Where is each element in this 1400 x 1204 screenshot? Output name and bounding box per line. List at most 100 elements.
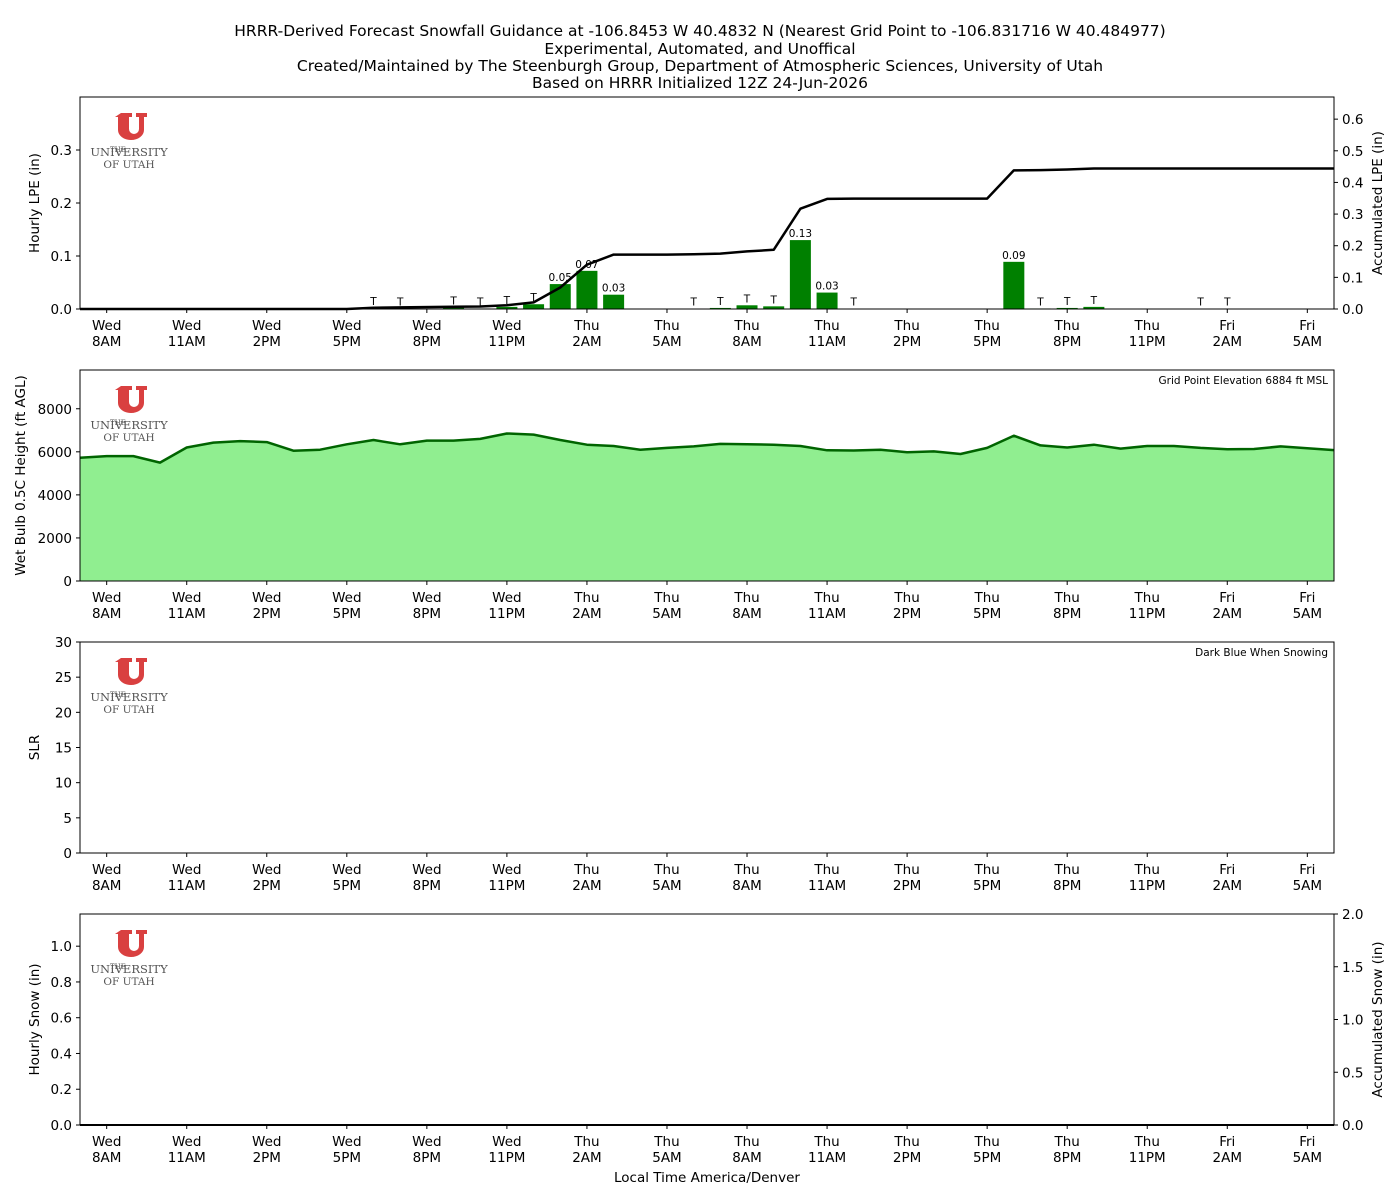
y-tick-label: 0.0: [51, 1118, 72, 1134]
x-tick-label-time: 11PM: [1129, 1150, 1166, 1166]
lpe-bar-label: T: [1063, 296, 1071, 308]
lpe-bar: [1083, 306, 1105, 309]
y-tick-label: 15: [55, 741, 72, 757]
x-tick-label-day: Wed: [492, 1134, 521, 1150]
x-tick-label-time: 8AM: [92, 606, 121, 622]
lpe-bar-label: T: [503, 295, 511, 307]
x-tick-label-time: 2AM: [1213, 1150, 1242, 1166]
y-axis-label: SLR: [27, 735, 43, 760]
logo-text-university: UNIVERSITY: [90, 962, 168, 976]
x-tick-label-day: Thu: [893, 318, 919, 334]
x-tick-label-day: Thu: [733, 1134, 759, 1150]
x-tick-label-time: 5AM: [1293, 878, 1322, 894]
lpe-bar: [736, 305, 758, 309]
x-tick-label-time: 11PM: [488, 1150, 525, 1166]
lpe-bar: [576, 270, 598, 309]
panel-frame: [79, 641, 1335, 854]
y-tick-label: 1.0: [51, 939, 72, 955]
x-tick-label-day: Wed: [172, 318, 201, 334]
wet-bulb-area: [80, 433, 1334, 581]
x-tick-label-day: Wed: [92, 862, 121, 878]
y-tick-label: 0.3: [51, 143, 72, 159]
lpe-bar-label: T: [369, 296, 377, 308]
lpe-bar-label: 0.03: [815, 281, 838, 293]
x-tick-label-time: 8AM: [732, 1150, 761, 1166]
y-tick-label: 2000: [38, 531, 72, 547]
y-tick-label: 5: [63, 811, 72, 827]
utah-u-mark: [115, 930, 147, 957]
x-tick-label-time: 11AM: [168, 1150, 206, 1166]
lpe-bar-label: T: [1090, 295, 1098, 307]
logo-text-university: UNIVERSITY: [90, 145, 168, 159]
x-tick-label-time: 5AM: [1293, 334, 1322, 350]
y-tick-label: 0.2: [51, 1082, 72, 1098]
x-tick-label-day: Thu: [813, 318, 839, 334]
x-tick-label-time: 5PM: [333, 606, 361, 622]
x-tick-label-day: Thu: [733, 318, 759, 334]
logo-text-of-utah: OF UTAH: [103, 432, 154, 444]
y2-tick-label: 0.0: [1342, 1118, 1363, 1134]
utah-u-mark: [115, 386, 147, 413]
x-tick-label-day: Thu: [973, 590, 999, 606]
x-tick-label-time: 11AM: [168, 606, 206, 622]
y2-tick-label: 0.3: [1342, 207, 1363, 223]
x-tick-label-day: Thu: [653, 318, 679, 334]
y2-tick-label: 0.5: [1342, 144, 1363, 160]
x-tick-label-day: Fri: [1299, 1134, 1315, 1150]
x-tick-label-time: 2AM: [572, 1150, 601, 1166]
lpe-bar-label: T: [743, 293, 751, 305]
x-tick-label-time: 2AM: [1213, 878, 1242, 894]
lpe-bar: [523, 304, 545, 309]
y-tick-label: 25: [55, 670, 72, 686]
y-tick-label: 0.4: [51, 1046, 72, 1062]
x-tick-label-day: Fri: [1299, 862, 1315, 878]
lpe-bar: [496, 306, 518, 309]
y-tick-label: 0: [63, 846, 72, 862]
x-tick-label-day: Wed: [412, 1134, 441, 1150]
x-tick-label-day: Thu: [1054, 318, 1080, 334]
x-tick-label-time: 2PM: [253, 878, 281, 894]
panel-frame: [79, 369, 1335, 582]
x-tick-label-time: 11PM: [488, 334, 525, 350]
y2-tick-label: 0.5: [1342, 1065, 1363, 1081]
x-tick-label-day: Fri: [1219, 318, 1235, 334]
x-tick-label-day: Thu: [973, 1134, 999, 1150]
x-tick-label-time: 11PM: [488, 878, 525, 894]
x-tick-label-time: 2PM: [893, 878, 921, 894]
lpe-bar-label: T: [1196, 297, 1204, 309]
x-tick-label-day: Thu: [653, 862, 679, 878]
x-tick-label-time: 8PM: [1053, 334, 1081, 350]
x-tick-label-day: Wed: [172, 862, 201, 878]
lpe-bar: [763, 306, 785, 309]
panel-annotation: Dark Blue When Snowing: [1195, 647, 1328, 659]
x-tick-label-time: 8PM: [413, 878, 441, 894]
x-tick-label-day: Thu: [573, 862, 599, 878]
utah-u-mark: [115, 658, 147, 685]
x-tick-label-day: Thu: [973, 318, 999, 334]
x-tick-label-day: Wed: [492, 318, 521, 334]
y2-tick-label: 2.0: [1342, 907, 1363, 923]
logo-text-university: UNIVERSITY: [90, 418, 168, 432]
y2-tick-label: 1.0: [1342, 1013, 1363, 1029]
x-tick-label-day: Thu: [1134, 1134, 1160, 1150]
x-tick-label-time: 11AM: [808, 1150, 846, 1166]
lpe-bar-label: T: [396, 296, 404, 308]
logo-text-university: UNIVERSITY: [90, 690, 168, 704]
x-tick-label-time: 5AM: [652, 334, 681, 350]
panel-annotation: Grid Point Elevation 6884 ft MSL: [1159, 375, 1329, 387]
x-tick-label-time: 2AM: [572, 334, 601, 350]
accumulated-lpe-line: [80, 167, 1334, 311]
x-tick-label-day: Thu: [813, 862, 839, 878]
x-tick-label-day: Fri: [1219, 590, 1235, 606]
x-tick-label-time: 5PM: [333, 878, 361, 894]
lpe-bar: [1056, 307, 1078, 309]
x-tick-label-day: Wed: [92, 318, 121, 334]
